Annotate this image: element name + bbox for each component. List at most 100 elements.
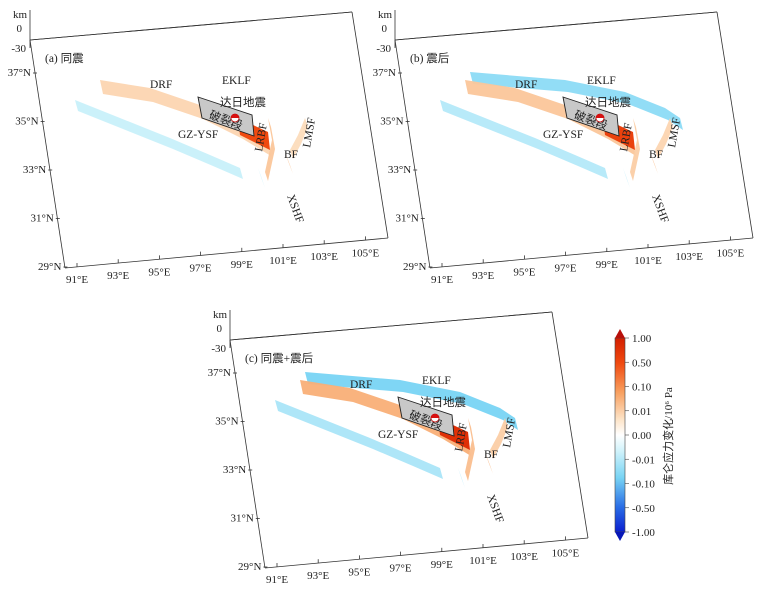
fault-gz-ysf-ribbon <box>75 100 243 179</box>
lon-tick-label: 101°E <box>634 255 662 267</box>
lon-tick-label: 103°E <box>675 251 703 263</box>
rupture-segment <box>562 96 620 137</box>
lon-tick-label: 99°E <box>231 259 253 271</box>
lat-tick-label: 37°N <box>373 67 396 79</box>
panel-label: (c) 同震+震后 <box>245 352 313 365</box>
fault-eklf-ribbon <box>105 72 318 130</box>
colorbar-tick-label: -0.50 <box>632 503 655 515</box>
lon-tick-label: 103°E <box>510 551 538 563</box>
fault-lmsf-ribbon <box>290 118 308 159</box>
colorbar-ramp <box>614 337 626 533</box>
colorbar-tick-label: 1.00 <box>632 333 652 345</box>
lat-tick-label: 31°N <box>30 213 53 225</box>
fault-label-drf: DRF <box>515 79 537 91</box>
fault-bf-ribbon <box>485 452 498 489</box>
lat-tick-label: 33°N <box>388 164 411 176</box>
fault-label-bf: BF <box>284 149 298 161</box>
fault-label-lmsf: LMSF <box>666 117 683 149</box>
depth-unit: km <box>13 9 28 21</box>
fault-lrbf-ribbon <box>265 118 275 181</box>
fault-label-drf: DRF <box>350 379 372 391</box>
fault-label-xshf: XSHF <box>484 493 505 525</box>
quake-beachball-fill <box>596 114 604 118</box>
fault-label-bf: BF <box>649 149 663 161</box>
lat-tick-label: 35°N <box>15 116 38 128</box>
panel-b: km 0 -30 37°N 35°N 33°N 31°N 29°N 91°E 93°E 95°E 97… <box>373 9 754 286</box>
depth-tick: -30 <box>11 43 26 55</box>
fault-label-gz-ysf: GZ-YSF <box>178 129 218 141</box>
rupture-segment <box>197 96 255 137</box>
colorbar-tick-label: 0.01 <box>632 406 651 418</box>
lat-tick-label: 33°N <box>23 164 46 176</box>
fault-bf-ribbon <box>285 152 298 189</box>
lat-tick-label: 37°N <box>8 67 31 79</box>
lon-tick-label: 91°E <box>266 574 288 586</box>
quake-beachball-fill <box>431 414 439 418</box>
rupture-segment <box>397 396 455 437</box>
fault-label-xshf: XSHF <box>649 193 670 225</box>
fault-label-eklf: EKLF <box>422 375 451 387</box>
fault-gz-ysf-ribbon <box>440 100 608 179</box>
fault-gz-ysf-ribbon <box>275 400 443 479</box>
axes-frame <box>29 10 389 269</box>
lon-tick-label: 93°E <box>472 270 494 282</box>
fault-label-eklf: EKLF <box>222 75 251 87</box>
lat-tick-label: 29°N <box>403 261 426 273</box>
fault-lmsf-ribbon <box>490 418 508 459</box>
lat-tick-label: 31°N <box>395 213 418 225</box>
fault-drf-ribbon <box>465 80 636 156</box>
fault-lmsf-ribbon <box>655 118 673 159</box>
fault-xshf-ribbon <box>258 168 268 196</box>
lat-tick-label: 35°N <box>215 416 238 428</box>
lon-tick-label: 95°E <box>348 566 370 578</box>
fault-label-lrbf: LRBF <box>253 122 270 152</box>
lon-tick-label: 93°E <box>107 270 129 282</box>
lon-tick-label: 91°E <box>431 274 453 286</box>
depth-tick: 0 <box>217 323 223 335</box>
fault-label-xshf: XSHF <box>284 193 305 225</box>
fault-lrbf-ribbon <box>465 418 475 481</box>
fault-lrbf-ribbon <box>630 118 640 181</box>
colorbar-max-arrow <box>615 329 625 338</box>
fault-xshf-ribbon <box>623 168 633 196</box>
colorbar: 1.00 0.50 0.10 0.01 0.00 -0.01 -0.10 -0.50 -1.00… <box>614 329 675 541</box>
lon-tick-label: 101°E <box>269 255 297 267</box>
lon-tick-label: 95°E <box>148 266 170 278</box>
quake-beachball-fill <box>231 114 239 118</box>
quake-label: 达日地震 <box>585 95 631 109</box>
fault-label-lmsf: LMSF <box>501 417 518 449</box>
fault-eklf-ribbon <box>470 72 683 130</box>
colorbar-tick-label: 0.00 <box>632 430 652 442</box>
depth-tick: 0 <box>382 23 388 35</box>
colorbar-tick-label: -1.00 <box>632 527 655 539</box>
lon-tick-label: 105°E <box>717 247 745 259</box>
lon-tick-label: 97°E <box>190 263 212 275</box>
lon-tick-label: 99°E <box>431 559 453 571</box>
fault-drf-ribbon <box>100 80 271 156</box>
colorbar-tick-label: -0.01 <box>632 454 655 466</box>
fault-bf-ribbon <box>650 152 663 189</box>
fault-label-bf: BF <box>484 449 498 461</box>
colorbar-tick-label: 0.10 <box>632 382 652 394</box>
lon-tick-label: 105°E <box>552 547 580 559</box>
lon-tick-label: 97°E <box>390 563 412 575</box>
fault-label-drf: DRF <box>150 79 172 91</box>
depth-tick: -30 <box>211 343 226 355</box>
panel-c: km 0 -30 37°N 35°N 33°N 31°N 29°N 91°E 93°E 95°E 97… <box>208 309 589 586</box>
fault-label-lmsf: LMSF <box>301 117 318 149</box>
depth-unit: km <box>378 9 393 21</box>
depth-tick: -30 <box>376 43 391 55</box>
fault-ribbons <box>75 72 318 196</box>
quake-label: 达日地震 <box>420 395 466 409</box>
depth-unit: km <box>213 309 228 321</box>
lat-tick-label: 33°N <box>223 464 246 476</box>
colorbar-tick-label: -0.10 <box>632 479 655 491</box>
fault-label-lrbf: LRBF <box>453 422 470 452</box>
lon-tick-label: 105°E <box>352 247 380 259</box>
colorbar-min-arrow <box>615 532 625 541</box>
panel-label: (a) 同震 <box>45 52 84 65</box>
lat-tick-label: 29°N <box>238 561 261 573</box>
colorbar-title: 库仑应力变化/10⁶ Pa <box>661 387 675 485</box>
fault-label-lrbf: LRBF <box>618 122 635 152</box>
lat-tick-label: 29°N <box>38 261 61 273</box>
